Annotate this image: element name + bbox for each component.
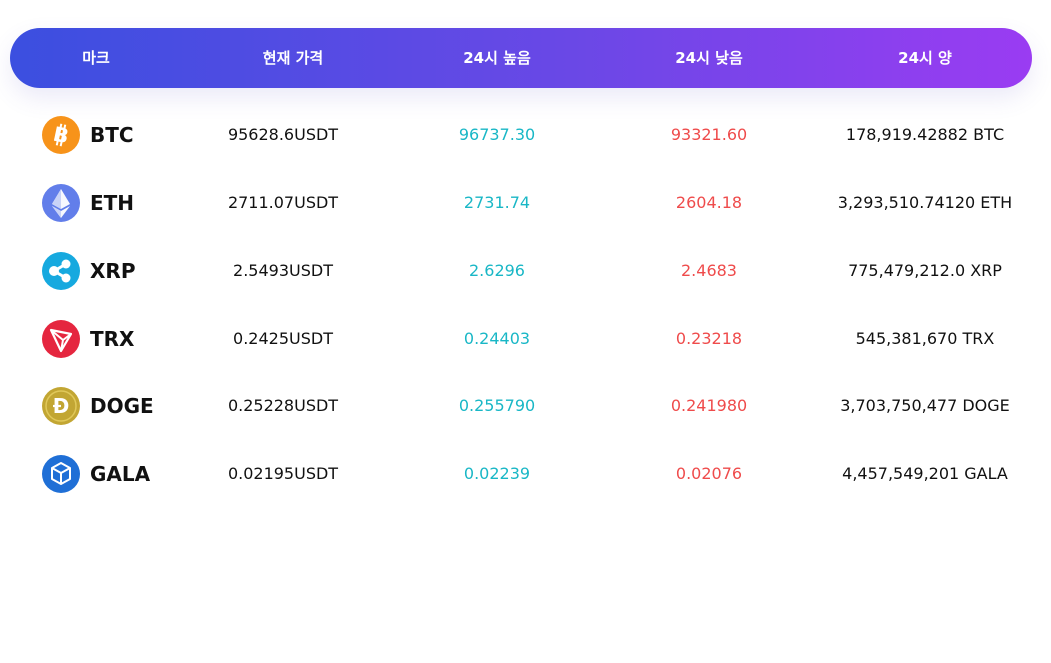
current-price: 95628.6USDT	[227, 125, 339, 144]
coin-symbol: XRP	[90, 259, 136, 283]
column-header-volume: 24시 양	[898, 49, 952, 67]
tron-icon	[42, 320, 80, 358]
coin-symbol: GALA	[90, 462, 151, 486]
table-row-eth[interactable]: ETH 2711.07USDT 2731.74 2604.18 3,293,51…	[0, 183, 1051, 223]
table-row-btc[interactable]: B BTC 95628.6USDT 96737.30 93321.60 178,…	[0, 115, 1051, 155]
low-24h: 2.4683	[681, 261, 737, 280]
table-row-gala[interactable]: GALA 0.02195USDT 0.02239 0.02076 4,457,5…	[0, 454, 1051, 494]
coin-symbol: BTC	[90, 123, 134, 147]
high-24h: 2.6296	[469, 261, 525, 280]
table-header: 마크 현재 가격 24시 높음 24시 낮음 24시 양	[10, 28, 1032, 88]
column-header-low: 24시 낮음	[675, 49, 743, 67]
coin-symbol: ETH	[90, 191, 135, 215]
volume-24h: 3,293,510.74120 ETH	[837, 193, 1013, 212]
volume-24h: 3,703,750,477 DOGE	[840, 396, 1010, 415]
low-24h: 0.02076	[675, 464, 743, 483]
coin-symbol: TRX	[90, 327, 135, 351]
column-header-high: 24시 높음	[463, 49, 531, 67]
volume-24h: 775,479,212.0 XRP	[848, 261, 1002, 280]
low-24h: 93321.60	[670, 125, 748, 144]
current-price: 2.5493USDT	[233, 261, 333, 280]
current-price: 0.2425USDT	[233, 329, 333, 348]
coin-symbol: DOGE	[90, 394, 154, 418]
high-24h: 96737.30	[458, 125, 536, 144]
current-price: 0.25228USDT	[227, 396, 339, 415]
table-row-xrp[interactable]: XRP 2.5493USDT 2.6296 2.4683 775,479,212…	[0, 251, 1051, 291]
volume-24h: 545,381,670 TRX	[855, 329, 995, 348]
column-header-mark: 마크	[82, 49, 110, 67]
current-price: 2711.07USDT	[227, 193, 339, 212]
table-row-doge[interactable]: D DOGE 0.25228USDT 0.255790 0.241980 3,7…	[0, 386, 1051, 426]
column-header-price: 현재 가격	[262, 49, 324, 67]
volume-24h: 178,919.42882 BTC	[845, 125, 1005, 144]
high-24h: 0.255790	[458, 396, 536, 415]
gala-icon	[42, 455, 80, 493]
volume-24h: 4,457,549,201 GALA	[842, 464, 1008, 483]
dogecoin-icon: D	[42, 387, 80, 425]
high-24h: 0.02239	[463, 464, 531, 483]
high-24h: 0.24403	[463, 329, 531, 348]
table-row-trx[interactable]: TRX 0.2425USDT 0.24403 0.23218 545,381,6…	[0, 319, 1051, 359]
low-24h: 2604.18	[675, 193, 743, 212]
bitcoin-icon: B	[42, 116, 80, 154]
high-24h: 2731.74	[463, 193, 531, 212]
ethereum-icon	[42, 184, 80, 222]
xrp-icon	[42, 252, 80, 290]
low-24h: 0.23218	[675, 329, 743, 348]
low-24h: 0.241980	[670, 396, 748, 415]
current-price: 0.02195USDT	[227, 464, 339, 483]
svg-text:B: B	[51, 122, 71, 149]
